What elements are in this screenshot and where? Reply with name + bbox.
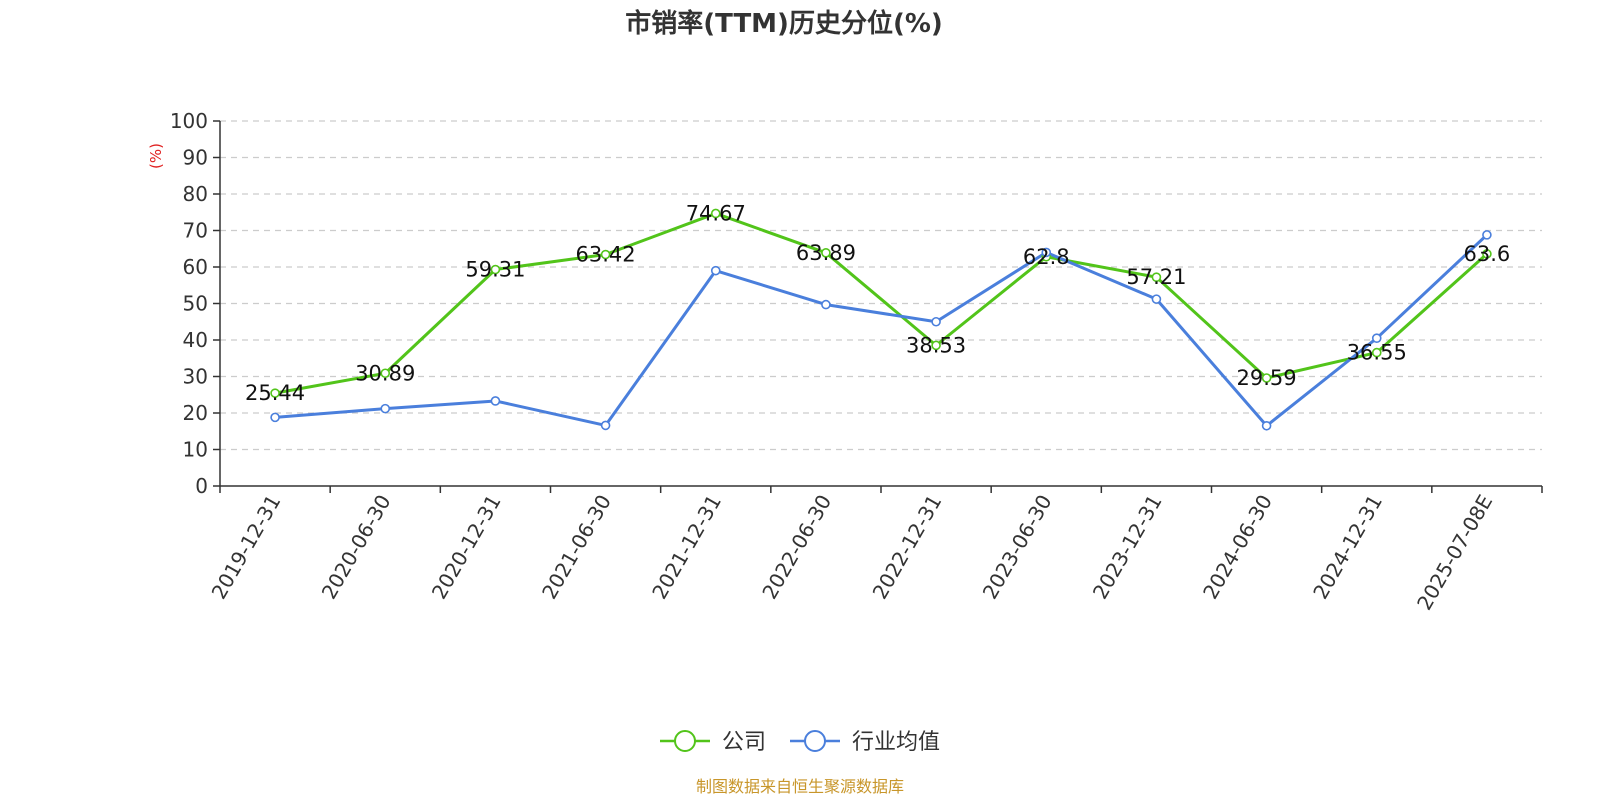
y-axis-unit-label: (%): [147, 143, 165, 169]
chart-title: 市销率(TTM)历史分位(%): [625, 8, 943, 39]
data-point-1: [931, 316, 941, 327]
data-point-0: [490, 264, 501, 275]
data-label: 38.53: [906, 333, 966, 357]
data-point-0: [710, 208, 721, 219]
x-tick-label: 2022-12-31: [868, 491, 947, 604]
x-tick-label: 2020-12-31: [427, 491, 506, 604]
data-label: 25.44: [245, 381, 305, 405]
data-point-0: [1482, 249, 1492, 259]
data-label: 74.67: [686, 201, 746, 225]
x-tick-label: 2022-06-30: [757, 491, 836, 604]
data-point-0: [1261, 373, 1272, 383]
data-label: 63.89: [796, 241, 856, 265]
data-point-0: [1371, 347, 1382, 358]
data-point-0: [1151, 272, 1162, 282]
y-tick-label: 70: [183, 219, 208, 243]
legend-marker-0: [674, 730, 696, 752]
y-tick-label: 80: [183, 182, 208, 206]
data-point-1: [1041, 247, 1052, 258]
y-tick-label: 0: [195, 474, 208, 498]
data-point-1: [1482, 230, 1492, 240]
data-label: 62.8: [1023, 245, 1070, 269]
data-label: 36.55: [1347, 341, 1407, 365]
legend-label-1: 行业均值: [852, 730, 940, 755]
data-point-1: [490, 396, 501, 406]
y-tick-label: 30: [183, 365, 208, 389]
data-label: 63.42: [576, 243, 636, 267]
x-tick-label: 2025-07-08E: [1412, 491, 1497, 615]
series-layer: [270, 208, 1492, 431]
x-tick-label: 2021-06-30: [537, 491, 616, 604]
data-label: 63.6: [1464, 242, 1511, 266]
data-point-1: [270, 412, 280, 423]
data-point-1: [380, 403, 391, 414]
data-label: 30.89: [355, 361, 415, 385]
legend-label-0: 公司: [722, 730, 766, 755]
data-point-1: [600, 420, 611, 431]
y-tick-label: 50: [183, 292, 208, 316]
data-point-1: [821, 299, 831, 310]
y-tick-label: 60: [183, 255, 208, 279]
x-tick-label: 2023-12-31: [1088, 491, 1167, 604]
grid-lines: [220, 120, 1542, 451]
data-point-1: [1261, 420, 1272, 431]
legend[interactable]: 公司 行业均值: [660, 730, 940, 755]
x-tick-label: 2024-12-31: [1308, 491, 1387, 604]
x-tick-label: 2023-06-30: [978, 491, 1057, 604]
data-point-0: [270, 388, 280, 398]
y-tick-label: 20: [183, 401, 208, 425]
series-line-1: [273, 233, 1489, 428]
x-tick-label: 2019-12-31: [207, 491, 286, 604]
y-tick-label: 40: [183, 328, 208, 352]
legend-marker-1: [804, 730, 826, 752]
data-labels: 25.44 30.89 59.31 63.42 74.67 63.89 38.53 62.8 5…: [245, 201, 1510, 405]
y-tick-label: 100: [170, 109, 208, 133]
data-point-1: [1371, 333, 1382, 343]
y-tick-label: 10: [183, 438, 208, 462]
data-point-0: [821, 248, 831, 258]
data-label: 57.21: [1126, 265, 1186, 289]
series-line-0: [273, 211, 1489, 395]
data-point-1: [710, 265, 721, 276]
source-note: 制图数据来自恒生聚源数据库: [696, 777, 904, 796]
x-tick-label: 2024-06-30: [1198, 491, 1277, 604]
data-label: 29.59: [1237, 366, 1297, 390]
data-label: 59.31: [465, 258, 525, 282]
data-point-0: [931, 340, 941, 351]
data-point-1: [1151, 294, 1162, 304]
data-point-0: [380, 368, 391, 379]
y-tick-label: 90: [183, 146, 208, 170]
x-tick-label: 2021-12-31: [647, 491, 726, 604]
x-tick-label: 2020-06-30: [317, 491, 396, 604]
data-point-0: [600, 249, 611, 260]
